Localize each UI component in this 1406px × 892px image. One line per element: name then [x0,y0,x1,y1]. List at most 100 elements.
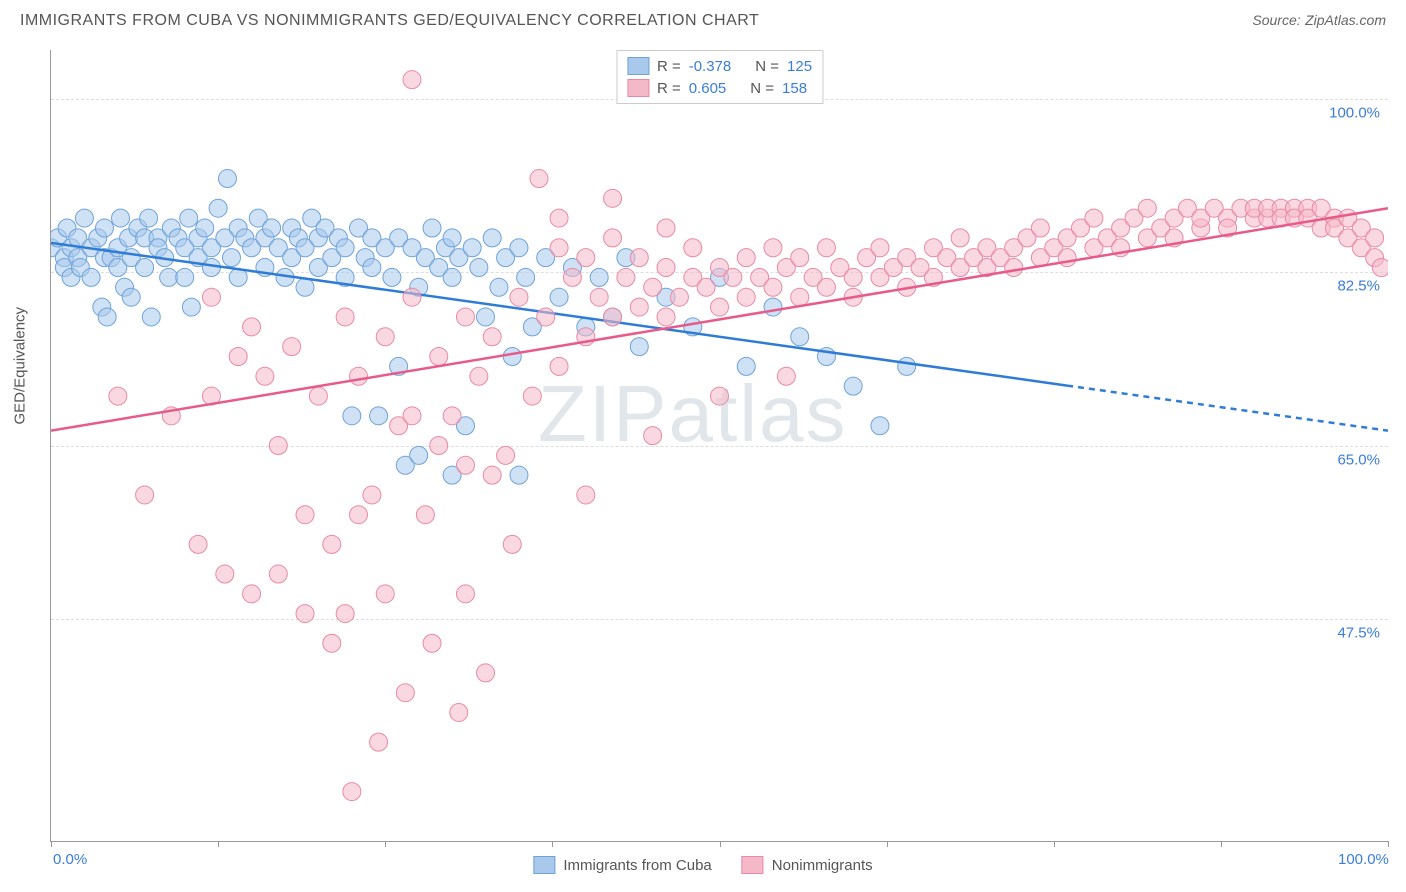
data-point [82,268,100,286]
scatter-svg [51,50,1388,841]
data-point [1085,209,1103,227]
data-point [764,298,782,316]
data-point [430,437,448,455]
data-point [323,634,341,652]
n-label: N = [755,58,779,75]
data-point [483,229,501,247]
x-tick [51,841,52,847]
data-point [483,466,501,484]
data-point [98,308,116,326]
data-point [209,199,227,217]
legend-item-nonimmigrants: Nonimmigrants [742,856,873,874]
series-legend: Immigrants from Cuba Nonimmigrants [533,856,872,874]
data-point [470,367,488,385]
data-point [309,387,327,405]
n-value-immigrants: 125 [787,58,812,75]
data-point [844,377,862,395]
data-point [503,348,521,366]
data-point [423,219,441,237]
data-point [122,288,140,306]
data-point [180,209,198,227]
data-point [256,367,274,385]
data-point [443,268,461,286]
data-point [523,387,541,405]
data-point [657,219,675,237]
data-point [363,486,381,504]
data-point [898,357,916,375]
swatch-immigrants-icon [533,856,555,874]
data-point [550,357,568,375]
data-point [323,535,341,553]
data-point [1058,249,1076,267]
data-point [142,308,160,326]
data-point [577,249,595,267]
data-point [263,219,281,237]
data-point [697,278,715,296]
data-point [430,348,448,366]
data-point [497,446,515,464]
data-point [140,209,158,227]
data-point [160,268,178,286]
data-point [196,219,214,237]
data-point [530,170,548,188]
data-point [416,506,434,524]
legend-row-nonimmigrants: R = 0.605 N = 158 [627,77,812,99]
data-point [777,367,795,385]
data-point [510,466,528,484]
data-point [1366,229,1384,247]
data-point [510,288,528,306]
data-point [269,565,287,583]
data-point [336,308,354,326]
data-point [396,684,414,702]
data-point [630,249,648,267]
correlation-legend: R = -0.378 N = 125 R = 0.605 N = 158 [616,50,823,104]
data-point [604,308,622,326]
data-point [350,367,368,385]
legend-label-immigrants: Immigrants from Cuba [563,857,711,874]
data-point [791,288,809,306]
n-value-nonimmigrants: 158 [782,80,807,97]
y-axis-title: GED/Equivalency [12,307,29,425]
data-point [737,357,755,375]
data-point [490,278,508,296]
legend-row-immigrants: R = -0.378 N = 125 [627,55,812,77]
data-point [657,308,675,326]
data-point [604,189,622,207]
x-tick-label: 100.0% [1338,851,1389,868]
data-point [403,71,421,89]
data-point [550,288,568,306]
data-point [456,456,474,474]
data-point [644,427,662,445]
swatch-immigrants [627,57,649,75]
data-point [202,288,220,306]
data-point [871,239,889,257]
data-point [136,486,154,504]
x-tick [552,841,553,847]
data-point [283,338,301,356]
data-point [577,486,595,504]
x-tick [218,841,219,847]
trend-line-extrapolated [1067,386,1388,431]
data-point [477,308,495,326]
x-tick [720,841,721,847]
data-point [343,407,361,425]
data-point [483,328,501,346]
data-point [844,268,862,286]
swatch-nonimmigrants-icon [742,856,764,874]
data-point [229,348,247,366]
data-point [216,565,234,583]
data-point [456,585,474,603]
data-point [269,437,287,455]
data-point [423,634,441,652]
data-point [590,288,608,306]
plot-area: ZIPatlas R = -0.378 N = 125 R = 0.605 N … [50,50,1388,842]
x-tick [1221,841,1222,847]
r-value-nonimmigrants: 0.605 [689,80,727,97]
x-tick [1388,841,1389,847]
data-point [336,605,354,623]
data-point [456,308,474,326]
data-point [764,239,782,257]
data-point [630,338,648,356]
data-point [450,703,468,721]
data-point [817,278,835,296]
